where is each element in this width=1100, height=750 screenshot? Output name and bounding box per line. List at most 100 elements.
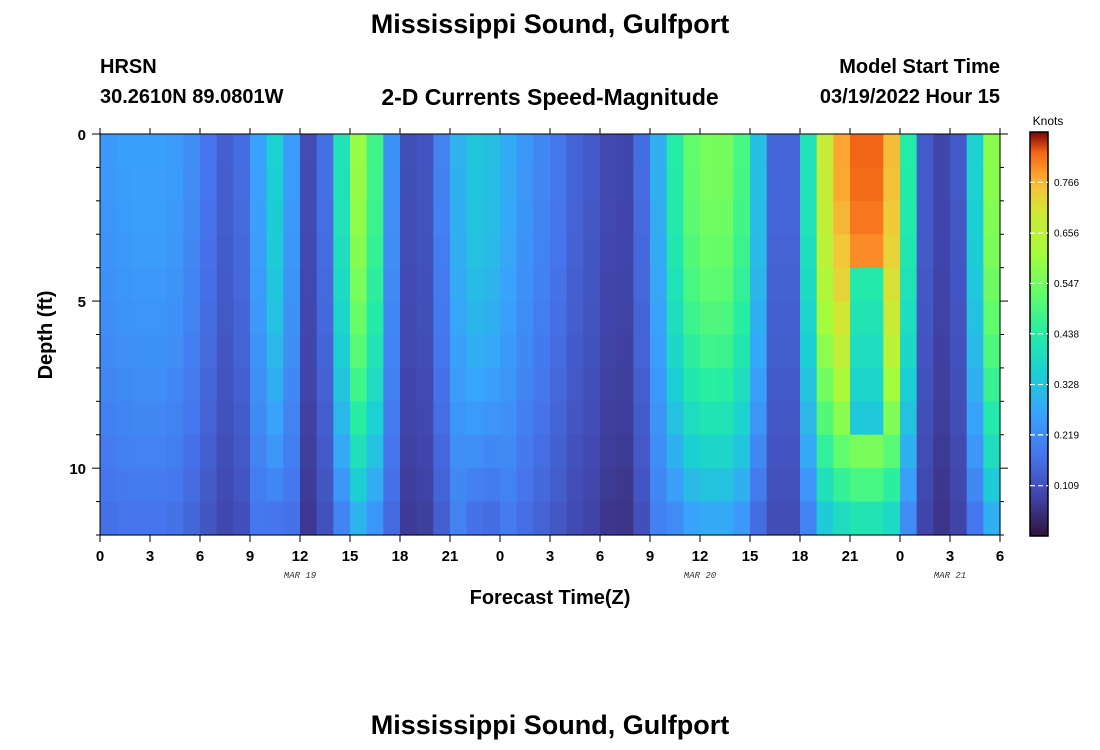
heatmap-cell: [116, 501, 134, 536]
heatmap-cell: [416, 468, 434, 503]
heatmap-cell: [683, 234, 701, 269]
heatmap-cell: [583, 367, 601, 402]
heatmap-cell: [583, 434, 601, 469]
heatmap-cell: [250, 367, 268, 402]
heatmap-cell: [866, 334, 884, 369]
heatmap-cell: [933, 334, 951, 369]
heatmap-cell: [666, 401, 684, 436]
heatmap-cell: [983, 167, 1001, 202]
heatmap-cell: [500, 234, 518, 269]
heatmap-cell: [483, 434, 501, 469]
heatmap-cell: [750, 401, 768, 436]
heatmap-cell: [133, 468, 151, 503]
heatmap-cell: [850, 367, 868, 402]
heatmap-cell: [333, 134, 351, 169]
heatmap-cell: [350, 367, 368, 402]
heatmap-cell: [633, 501, 651, 536]
heatmap-cell: [816, 234, 834, 269]
heatmap-cell: [583, 234, 601, 269]
heatmap-cell: [550, 200, 568, 235]
heatmap-cell: [533, 234, 551, 269]
heatmap-cell: [150, 501, 168, 536]
heatmap-cell: [766, 501, 784, 536]
heatmap-cell: [866, 167, 884, 202]
heatmap-cell: [283, 200, 301, 235]
heatmap-cell: [883, 234, 901, 269]
heatmap-cell: [450, 501, 468, 536]
heatmap-cell: [816, 401, 834, 436]
heatmap-cell: [416, 434, 434, 469]
heatmap-cell: [483, 134, 501, 169]
heatmap-cell: [233, 267, 251, 302]
heatmap-cell: [616, 167, 634, 202]
heatmap-cell: [400, 334, 418, 369]
heatmap-cell: [666, 267, 684, 302]
heatmap-cell: [400, 134, 418, 169]
heatmap-cell: [700, 501, 718, 536]
heatmap-cell: [216, 501, 234, 536]
heatmap-cell: [333, 468, 351, 503]
heatmap-cell: [983, 434, 1001, 469]
heatmap-cell: [783, 367, 801, 402]
heatmap-cell: [633, 334, 651, 369]
heatmap-cell: [183, 301, 201, 336]
heatmap-cell: [150, 301, 168, 336]
heatmap-cell: [500, 501, 518, 536]
heatmap-cell: [600, 200, 618, 235]
heatmap-cell: [566, 267, 584, 302]
heatmap-cell: [900, 267, 918, 302]
heatmap-cell: [300, 468, 318, 503]
heatmap-cell: [200, 301, 218, 336]
heatmap-cell: [516, 267, 534, 302]
heatmap-cell: [283, 367, 301, 402]
heatmap-cell: [350, 200, 368, 235]
colorbar-tick-label: 0.109: [1054, 481, 1079, 492]
heatmap-cell: [366, 401, 384, 436]
heatmap-cell: [816, 134, 834, 169]
heatmap-cell: [833, 134, 851, 169]
heatmap-cell: [383, 167, 401, 202]
heatmap-cell: [916, 234, 934, 269]
heatmap-cell: [600, 167, 618, 202]
heatmap-cell: [866, 234, 884, 269]
heatmap-cell: [933, 301, 951, 336]
heatmap-cell: [900, 367, 918, 402]
heatmap-cell: [683, 301, 701, 336]
heatmap-cell: [316, 301, 334, 336]
heatmap-cell: [550, 468, 568, 503]
heatmap-cell: [450, 134, 468, 169]
heatmap-cell: [616, 301, 634, 336]
x-tick-label: 21: [442, 548, 459, 565]
heatmap-cell: [116, 200, 134, 235]
heatmap-cell: [383, 434, 401, 469]
heatmap-cell: [683, 167, 701, 202]
heatmap-cell: [233, 401, 251, 436]
heatmap-cell: [233, 167, 251, 202]
heatmap-cell: [550, 401, 568, 436]
heatmap-cell: [783, 134, 801, 169]
heatmap-cell: [533, 468, 551, 503]
heatmap-cell: [666, 200, 684, 235]
heatmap-cell: [466, 301, 484, 336]
heatmap-cell: [966, 434, 984, 469]
heatmap-cell: [333, 367, 351, 402]
heatmap-cell: [316, 468, 334, 503]
heatmap-cell: [300, 200, 318, 235]
heatmap-cell: [883, 267, 901, 302]
heatmap-cell: [783, 167, 801, 202]
heatmap-cell: [616, 367, 634, 402]
heatmap-cell: [483, 334, 501, 369]
heatmap-cell: [983, 367, 1001, 402]
heatmap-cell: [516, 468, 534, 503]
heatmap-cell: [450, 334, 468, 369]
heatmap-cell: [966, 501, 984, 536]
footer-title: Mississippi Sound, Gulfport: [370, 710, 730, 740]
heatmap-cell: [200, 234, 218, 269]
heatmap-cell: [133, 501, 151, 536]
heatmap-cell: [583, 468, 601, 503]
heatmap-cell: [766, 134, 784, 169]
heatmap-cell: [866, 468, 884, 503]
heatmap-cell: [850, 434, 868, 469]
heatmap-cell: [600, 334, 618, 369]
station-label: HRSN: [100, 56, 157, 78]
